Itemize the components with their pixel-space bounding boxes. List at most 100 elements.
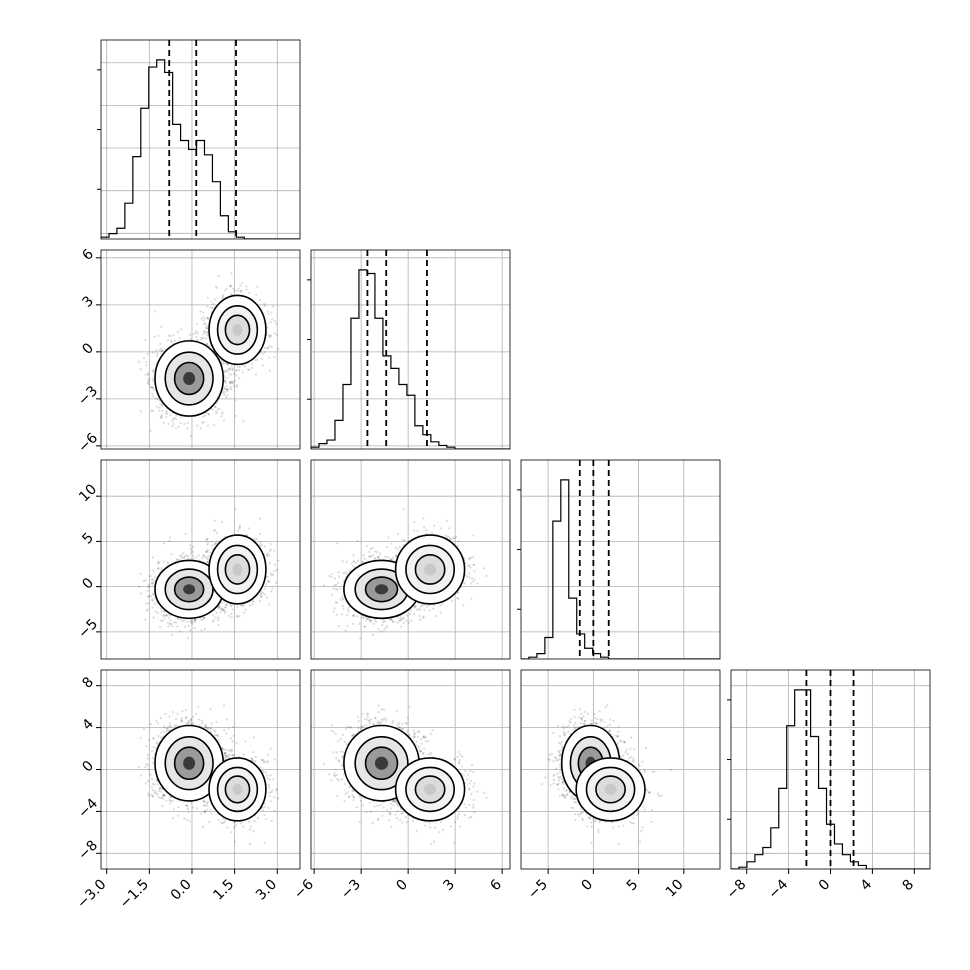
scatter-point (238, 527, 241, 530)
scatter-point (182, 556, 185, 559)
scatter-point (224, 362, 228, 365)
scatter-point (199, 618, 202, 621)
scatter-point (228, 368, 231, 371)
scatter-point (173, 339, 176, 342)
scatter-point (225, 369, 229, 372)
scatter-point (146, 382, 150, 385)
scatter-point (205, 327, 209, 330)
scatter-point (192, 333, 195, 336)
scatter-point (268, 550, 271, 553)
scatter-point (244, 608, 247, 611)
scatter-point (195, 335, 198, 338)
scatter-point (150, 598, 154, 601)
scatter-point (225, 388, 228, 391)
scatter-point (259, 595, 263, 599)
scatter-point (224, 388, 227, 391)
scatter-point (200, 317, 203, 320)
scatter-point (151, 393, 154, 396)
scatter-point (233, 289, 236, 292)
scatter-point (200, 629, 203, 632)
scatter-point (151, 379, 155, 382)
scatter-point (226, 376, 229, 379)
scatter-point (142, 356, 146, 360)
scatter-point (178, 336, 182, 340)
scatter-point (144, 338, 147, 342)
scatter-point (275, 333, 279, 336)
scatter-point (243, 365, 246, 368)
scatter-point (255, 358, 259, 361)
scatter-point (201, 618, 204, 621)
y-tick-label: −6 (75, 430, 101, 456)
scatter-point (168, 536, 172, 539)
scatter-point (184, 532, 187, 536)
scatter-point (235, 385, 239, 388)
scatter-point (213, 543, 216, 546)
scatter-point (192, 557, 195, 561)
scatter-point (230, 373, 233, 376)
scatter-point (189, 338, 193, 341)
scatter-point (191, 551, 194, 554)
scatter-point (183, 422, 186, 426)
scatter-point (203, 322, 206, 326)
scatter-point (263, 304, 266, 308)
scatter-point (204, 317, 207, 320)
density-contour (183, 371, 196, 386)
scatter-point (172, 418, 175, 421)
scatter-point (227, 367, 231, 370)
scatter-point (255, 537, 258, 540)
scatter-point (160, 610, 163, 613)
scatter-point (221, 412, 224, 416)
scatter-point (235, 614, 238, 618)
scatter-point (251, 603, 254, 606)
scatter-point (225, 603, 229, 606)
scatter-point (223, 606, 227, 609)
y-tick-label: −3 (75, 383, 101, 409)
scatter-point (209, 551, 212, 555)
scatter-point (152, 388, 155, 391)
scatter-point (205, 538, 209, 541)
scatter-point (190, 549, 193, 552)
scatter-point (223, 393, 226, 397)
scatter-point (151, 556, 154, 559)
scatter-point (152, 395, 155, 398)
scatter-point (261, 364, 264, 367)
scatter-point (223, 377, 227, 380)
scatter-point (266, 580, 270, 583)
scatter-point (152, 569, 155, 572)
scatter-point (151, 369, 155, 372)
scatter-point (191, 622, 194, 625)
scatter-point (157, 567, 160, 570)
scatter-point (213, 528, 217, 532)
scatter-point (231, 368, 234, 371)
scatter-point (273, 549, 276, 552)
scatter-point (268, 554, 271, 557)
scatter-point (237, 287, 240, 290)
scatter-point (218, 605, 221, 608)
scatter-point (227, 615, 231, 618)
scatter-point (221, 411, 224, 414)
scatter-point (223, 610, 226, 613)
scatter-point (230, 382, 233, 385)
panel-frame (310, 249, 511, 450)
scatter-point (149, 385, 152, 388)
panel-frame (100, 249, 301, 450)
scatter-point (229, 381, 232, 385)
scatter-point (155, 349, 158, 352)
scatter-point (248, 291, 251, 294)
scatter-point (177, 425, 180, 428)
scatter-point (230, 605, 233, 608)
scatter-point (168, 334, 171, 337)
scatter-point (275, 322, 278, 326)
scatter-point (206, 543, 209, 546)
scatter-point (221, 607, 225, 611)
scatter-point (169, 413, 172, 417)
scatter-point (165, 415, 168, 419)
panel-frame (100, 39, 301, 240)
scatter-point (151, 582, 154, 586)
scatter-point (158, 399, 161, 402)
scatter-point (263, 346, 266, 350)
scatter-point (273, 355, 276, 359)
scatter-point (146, 608, 149, 611)
scatter-point (205, 550, 208, 553)
